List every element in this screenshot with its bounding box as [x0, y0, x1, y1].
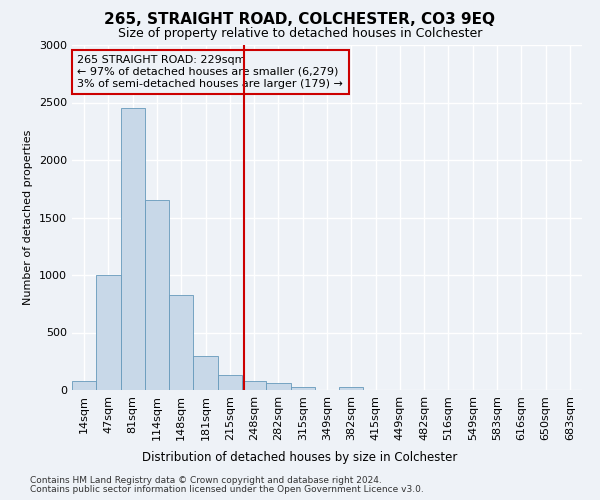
Bar	[169, 294, 193, 390]
Text: Size of property relative to detached houses in Colchester: Size of property relative to detached ho…	[118, 28, 482, 40]
Y-axis label: Number of detached properties: Number of detached properties	[23, 130, 34, 305]
Bar	[121, 108, 145, 390]
Bar	[193, 356, 218, 390]
Text: 265, STRAIGHT ROAD, COLCHESTER, CO3 9EQ: 265, STRAIGHT ROAD, COLCHESTER, CO3 9EQ	[104, 12, 496, 28]
Bar	[339, 386, 364, 390]
Text: Contains public sector information licensed under the Open Government Licence v3: Contains public sector information licen…	[30, 485, 424, 494]
Bar	[290, 386, 315, 390]
Text: Distribution of detached houses by size in Colchester: Distribution of detached houses by size …	[142, 451, 458, 464]
Bar	[242, 381, 266, 390]
Bar	[266, 383, 290, 390]
Bar	[145, 200, 169, 390]
Bar	[218, 375, 242, 390]
Bar	[72, 381, 96, 390]
Bar	[96, 275, 121, 390]
Text: 265 STRAIGHT ROAD: 229sqm
← 97% of detached houses are smaller (6,279)
3% of sem: 265 STRAIGHT ROAD: 229sqm ← 97% of detac…	[77, 56, 343, 88]
Text: Contains HM Land Registry data © Crown copyright and database right 2024.: Contains HM Land Registry data © Crown c…	[30, 476, 382, 485]
